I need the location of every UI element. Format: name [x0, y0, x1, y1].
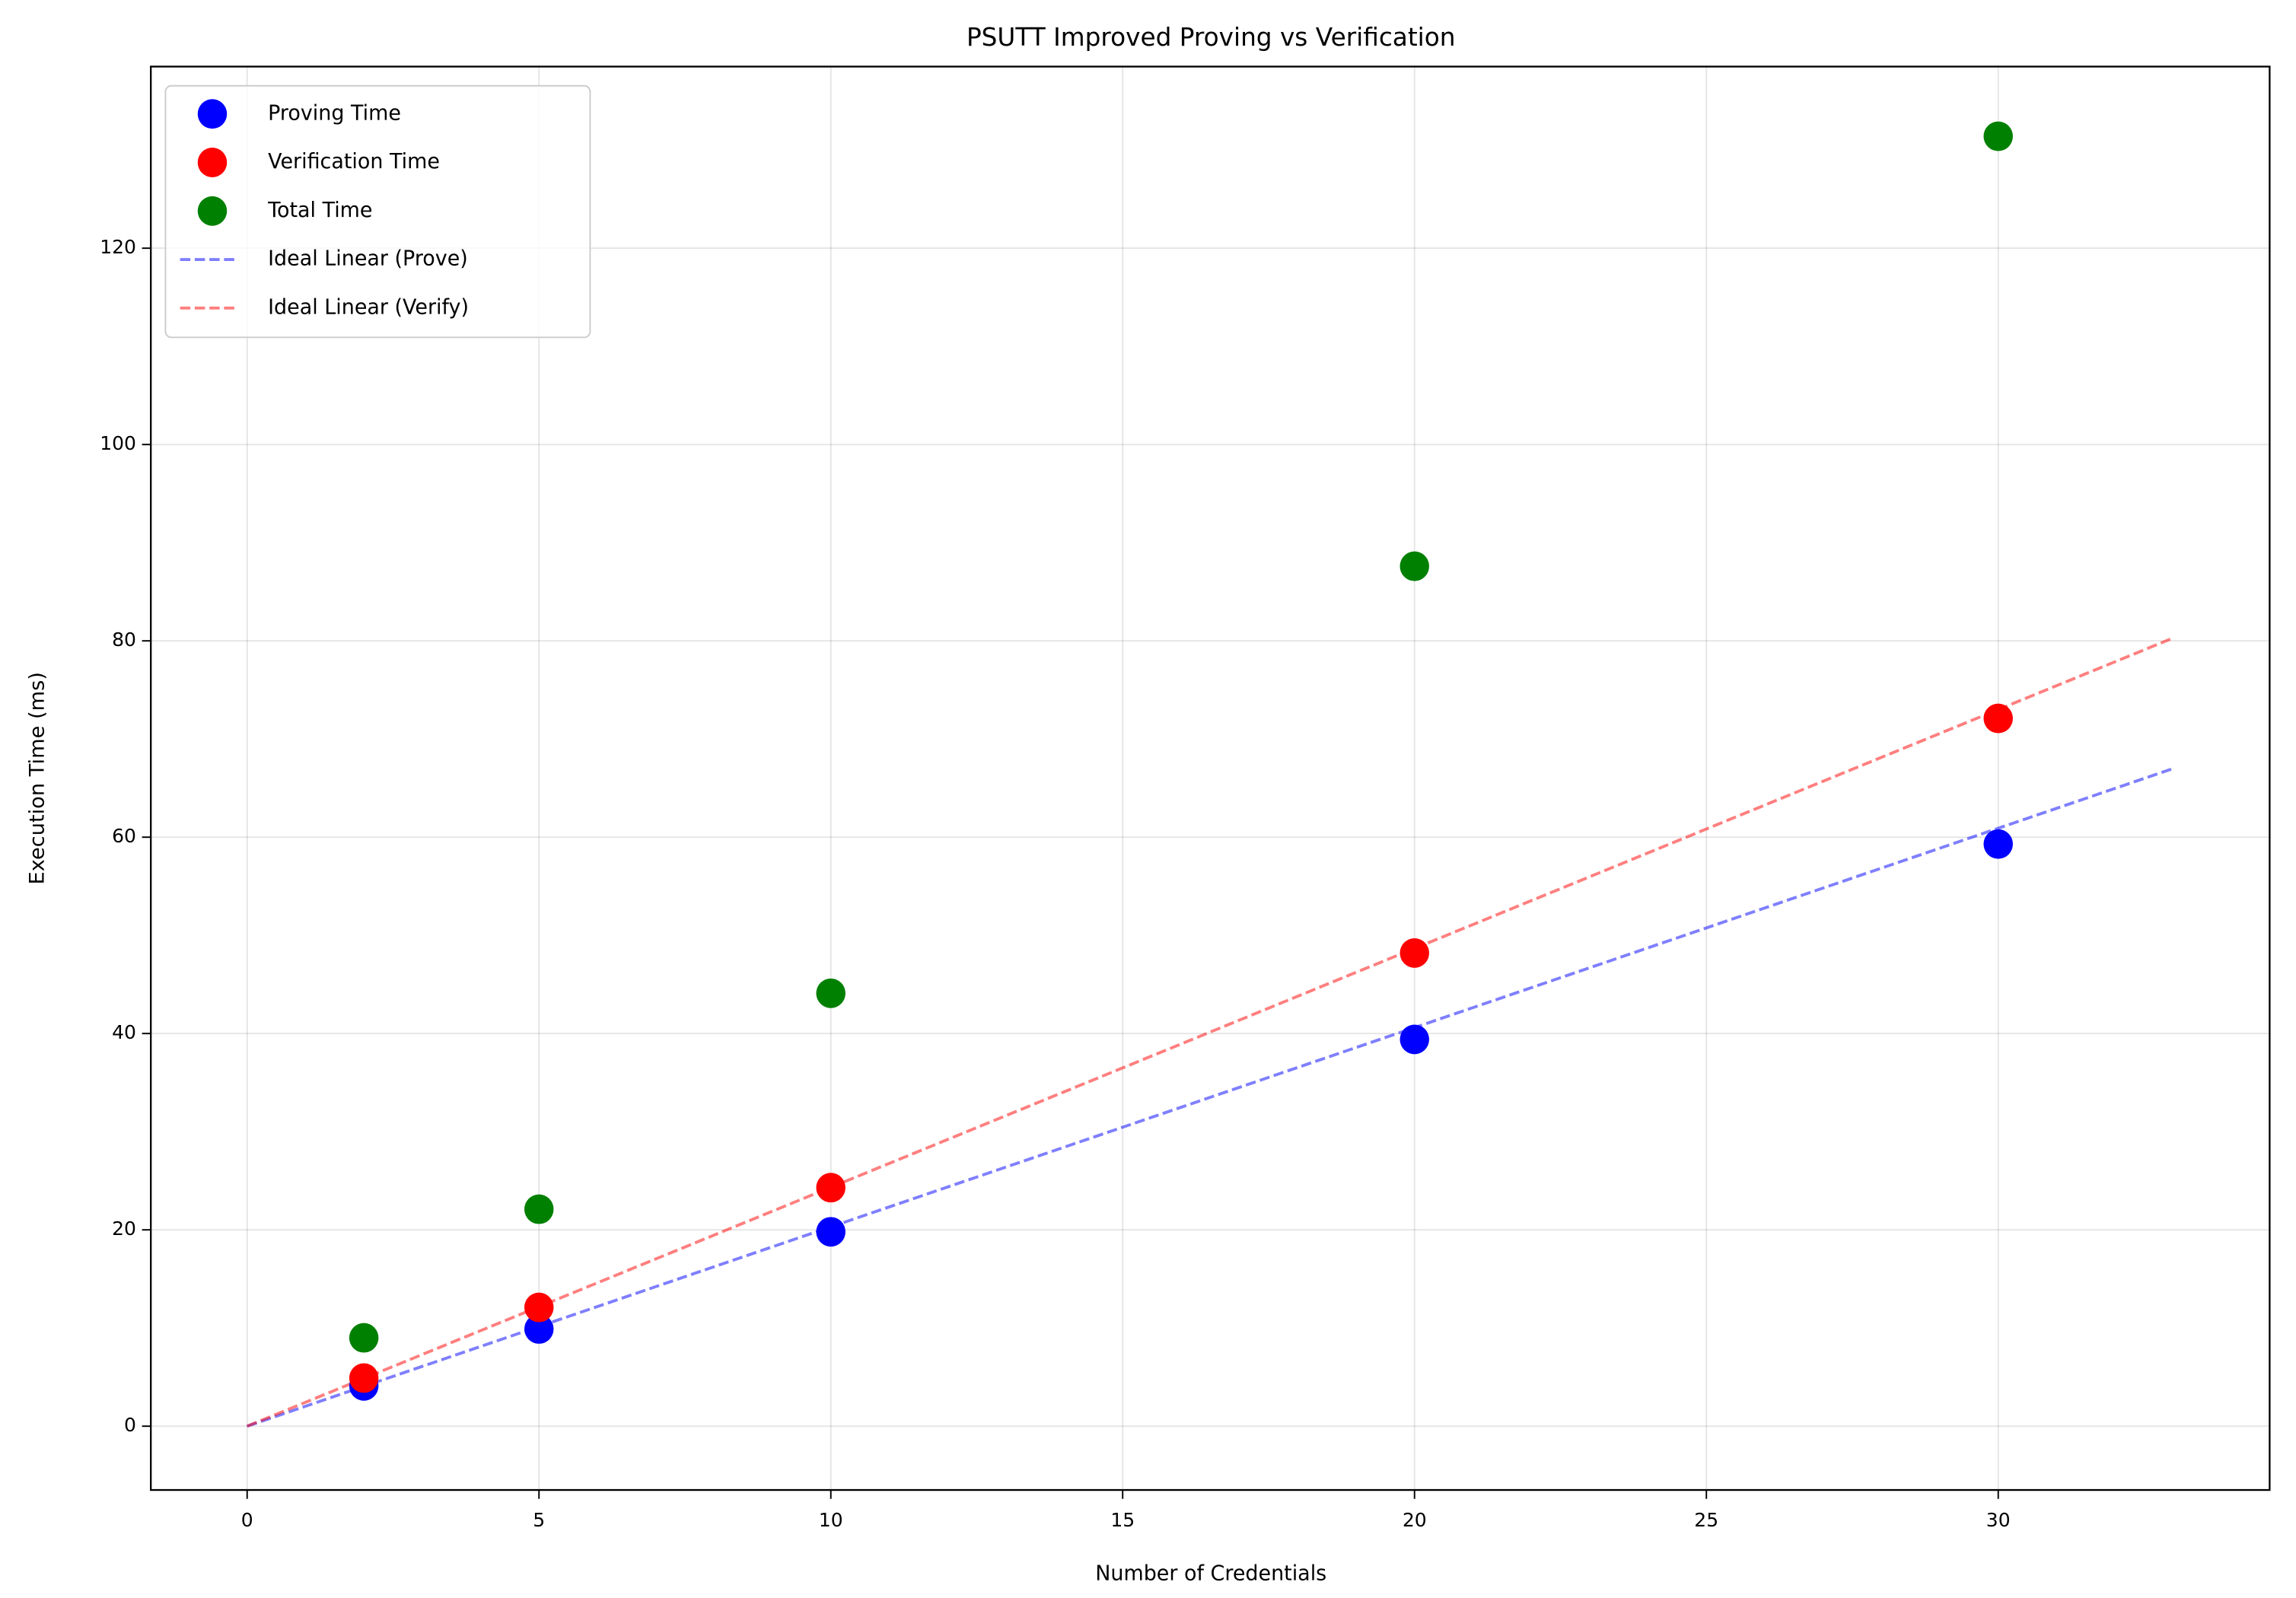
data-point [816, 1217, 845, 1247]
data-point [816, 978, 845, 1008]
y-tick-label: 60 [112, 825, 136, 847]
data-point [349, 1323, 379, 1353]
x-axis-label: Number of Credentials [1095, 1561, 1326, 1585]
legend-label: Ideal Linear (Prove) [268, 247, 468, 270]
data-point [1983, 829, 2013, 859]
y-tick-label: 20 [112, 1218, 136, 1240]
legend-label: Ideal Linear (Verify) [268, 295, 469, 319]
data-point [1983, 121, 2013, 151]
legend-label: Proving Time [268, 101, 401, 125]
chart-title: PSUTT Improved Proving vs Verification [966, 22, 1456, 52]
legend-marker [197, 148, 228, 177]
legend-marker [197, 99, 228, 129]
plot-frame [150, 65, 2271, 1491]
data-point [1400, 551, 1429, 581]
y-tick-label: 120 [100, 236, 136, 258]
data-point [349, 1363, 379, 1393]
ideal-line [247, 767, 2174, 1428]
legend-marker [197, 196, 228, 226]
x-tick-label: 20 [1403, 1509, 1427, 1531]
x-tick-label: 30 [1986, 1509, 2011, 1531]
y-tick-label: 80 [112, 629, 136, 651]
y-tick-label: 0 [124, 1414, 136, 1436]
data-point [816, 1173, 845, 1203]
legend-label: Verification Time [268, 150, 440, 173]
data-point [1400, 1024, 1429, 1055]
data-point [1400, 937, 1429, 968]
x-tick-label: 15 [1110, 1509, 1135, 1531]
y-tick-label: 40 [112, 1021, 136, 1043]
x-tick-label: 10 [819, 1509, 843, 1531]
x-tick-label: 0 [241, 1509, 253, 1531]
legend-label: Total Time [267, 199, 372, 222]
y-axis-label: Execution Time (ms) [26, 672, 49, 884]
x-tick-label: 25 [1694, 1509, 1718, 1531]
data-point [524, 1194, 554, 1224]
data-point [524, 1314, 554, 1344]
data-point [524, 1292, 554, 1323]
data-point [1983, 703, 2013, 734]
legend-box [164, 84, 591, 339]
legend: Proving Time Verification Time Total Time I… [164, 84, 591, 339]
ideal-line [247, 636, 2174, 1428]
x-tick-label: 5 [533, 1509, 545, 1531]
y-tick-label: 100 [100, 432, 136, 454]
